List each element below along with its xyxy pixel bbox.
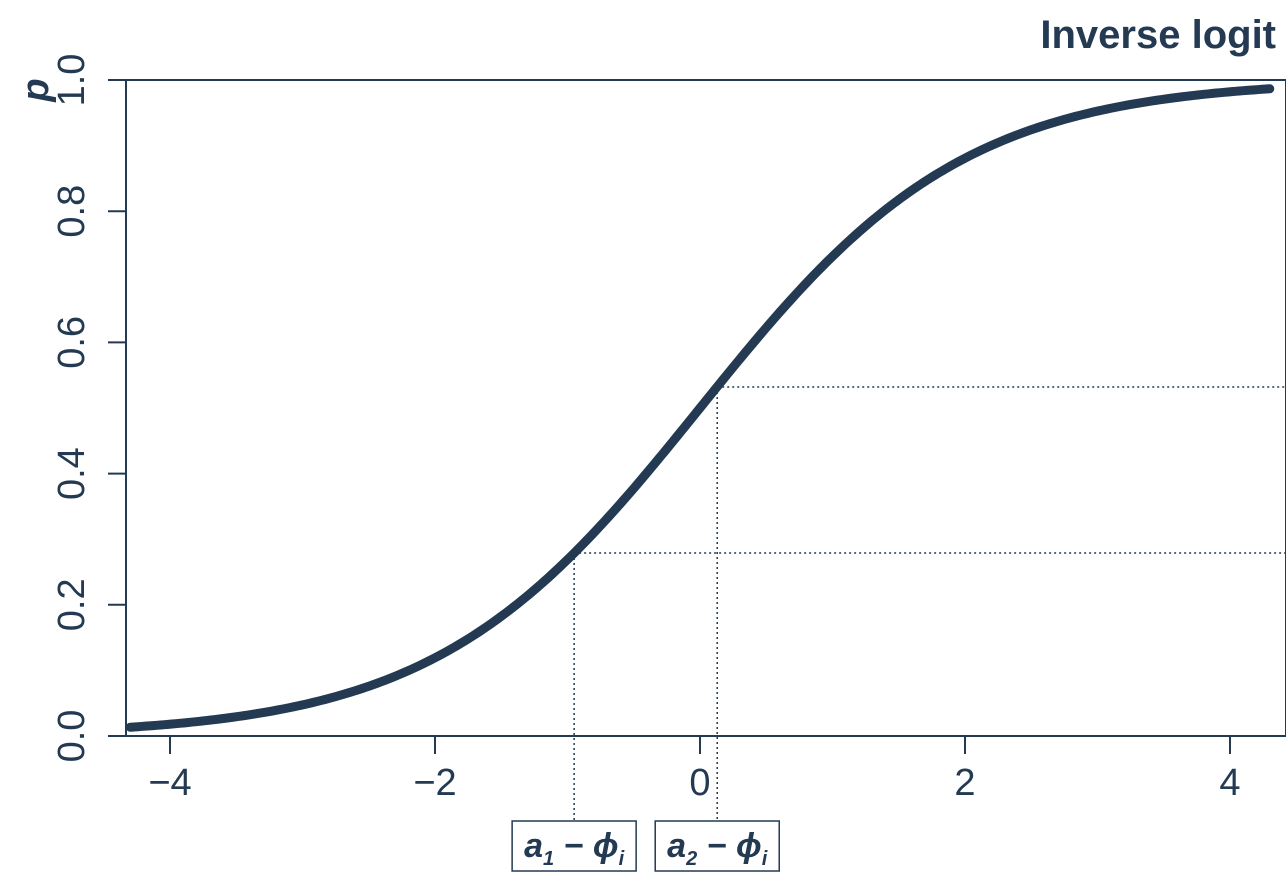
reference-label-part: a — [524, 827, 543, 865]
y-axis: 0.0 0.2 0.4 0.6 0.8 1.0 — [51, 54, 126, 763]
inverse-logit-curve — [125, 84, 1275, 732]
plot-frame — [125, 79, 1286, 737]
y-tick-label: 0.4 — [51, 447, 93, 500]
x-tick-label: 0 — [689, 762, 710, 804]
reference-label-part: 2 — [685, 848, 697, 870]
x-tick-label: 2 — [954, 762, 975, 804]
reference-label: a1 − ϕi — [524, 827, 625, 870]
reference-label-part: − ϕ — [697, 827, 762, 865]
reference-lines — [573, 386, 1286, 820]
reference-label-box — [654, 820, 780, 872]
y-tick-label: 1.0 — [51, 54, 93, 107]
y-tick-label: 0.0 — [51, 710, 93, 763]
y-tick-label: 0.6 — [51, 316, 93, 369]
x-tick-label: −4 — [148, 762, 191, 804]
reference-label-box — [511, 820, 637, 872]
x-tick-label: 4 — [1219, 762, 1240, 804]
reference-label-part: 1 — [543, 848, 554, 870]
reference-label-part: a — [667, 827, 686, 865]
chart-title: Inverse logit — [1040, 13, 1276, 57]
x-axis: −4 −2 0 2 4 — [124, 735, 1286, 804]
reference-labels: a1 − ϕi a2 − ϕi — [511, 820, 780, 872]
x-tick-label: −2 — [413, 762, 456, 804]
reference-label-part: − ϕ — [554, 827, 619, 865]
reference-label: a2 − ϕi — [667, 827, 768, 870]
y-tick-label: 0.8 — [51, 185, 93, 238]
reference-label-part: i — [762, 848, 768, 870]
y-tick-label: 0.2 — [51, 578, 93, 631]
reference-label-part: i — [619, 848, 625, 870]
y-axis-label: p — [15, 78, 57, 102]
